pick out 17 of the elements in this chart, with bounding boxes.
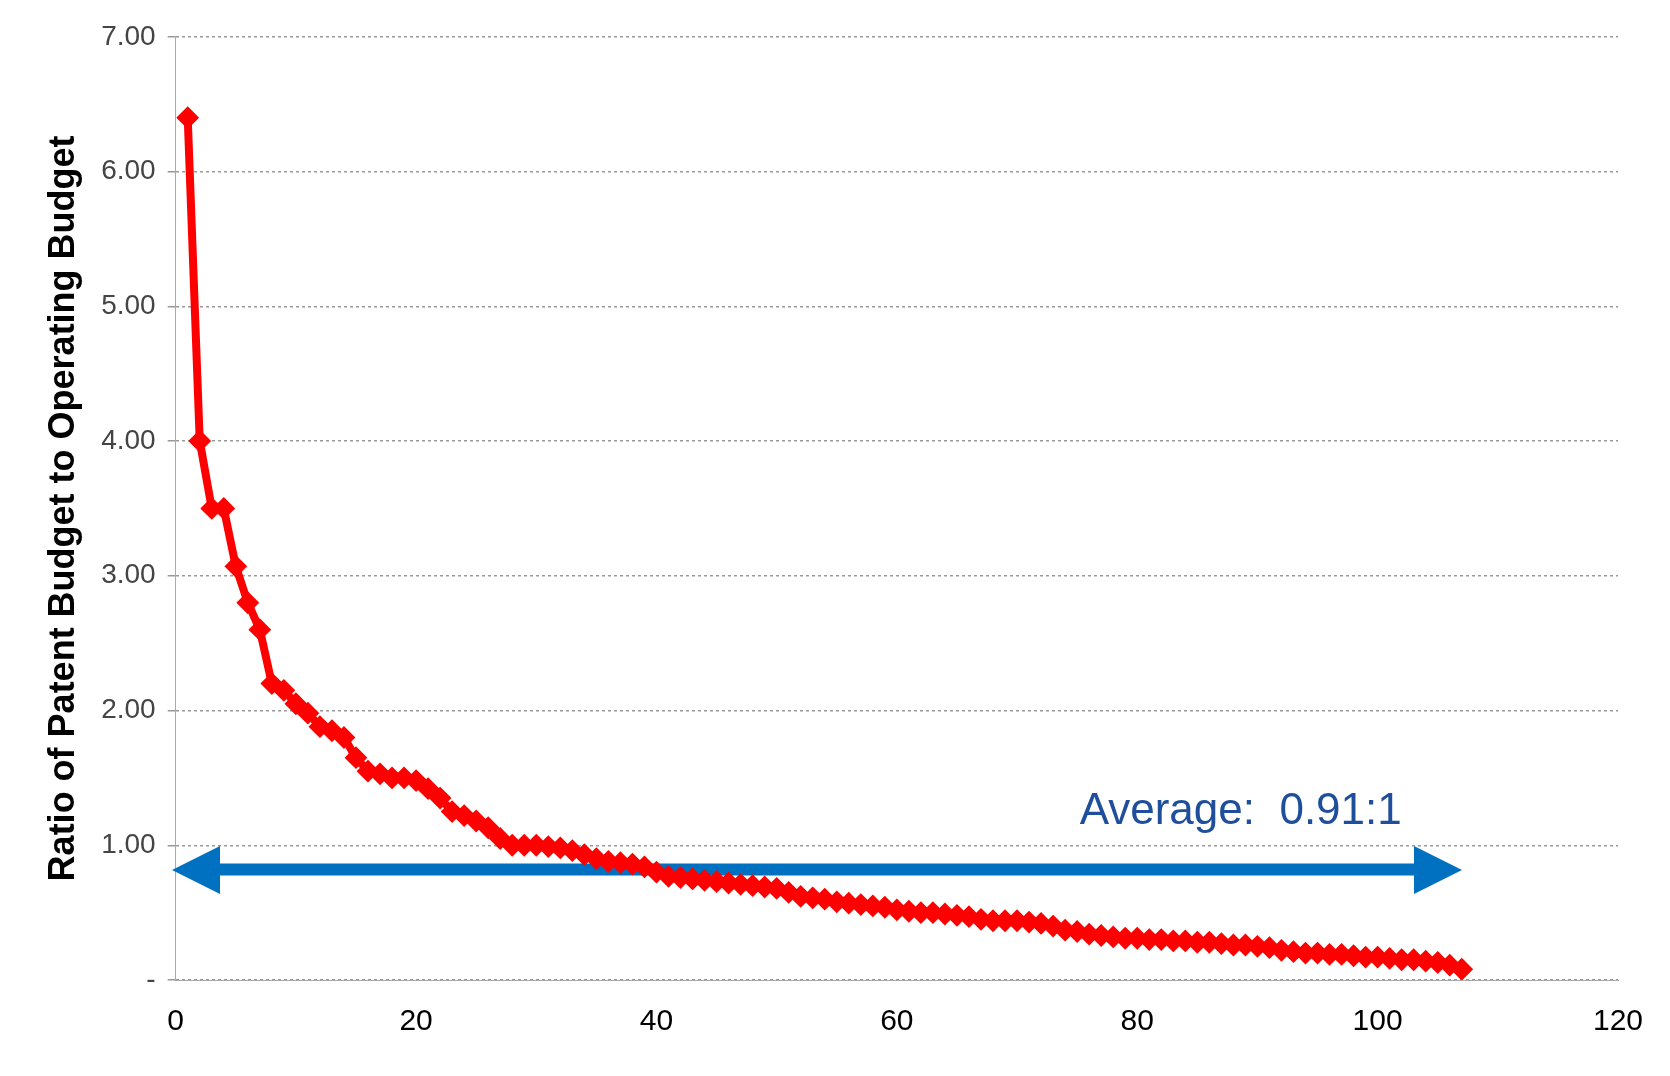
y-tick-label: 4.00 (101, 423, 156, 455)
x-tick-label: 120 (1592, 1003, 1644, 1037)
x-tick-label: 60 (880, 1003, 914, 1037)
y-tick-label: 6.00 (101, 154, 156, 186)
y-tick-label: 3.00 (101, 558, 156, 590)
y-tick-label: - (146, 962, 156, 994)
x-tick-label: 40 (639, 1003, 674, 1037)
ref-line-label: Average: 0.91:1 (1079, 783, 1402, 833)
x-tick-label: 20 (399, 1003, 433, 1037)
y-tick-label: 1.00 (101, 827, 156, 859)
y-axis-title: Ratio of Patent Budget to Operating Budget (40, 135, 82, 882)
y-tick-label: 5.00 (101, 289, 156, 320)
x-tick-label: 80 (1120, 1003, 1154, 1037)
y-tick-label: 2.00 (101, 693, 156, 725)
y-tick-label: 7.00 (101, 19, 156, 51)
x-tick-label: 100 (1352, 1003, 1403, 1037)
x-tick-label: 0 (167, 1003, 185, 1037)
